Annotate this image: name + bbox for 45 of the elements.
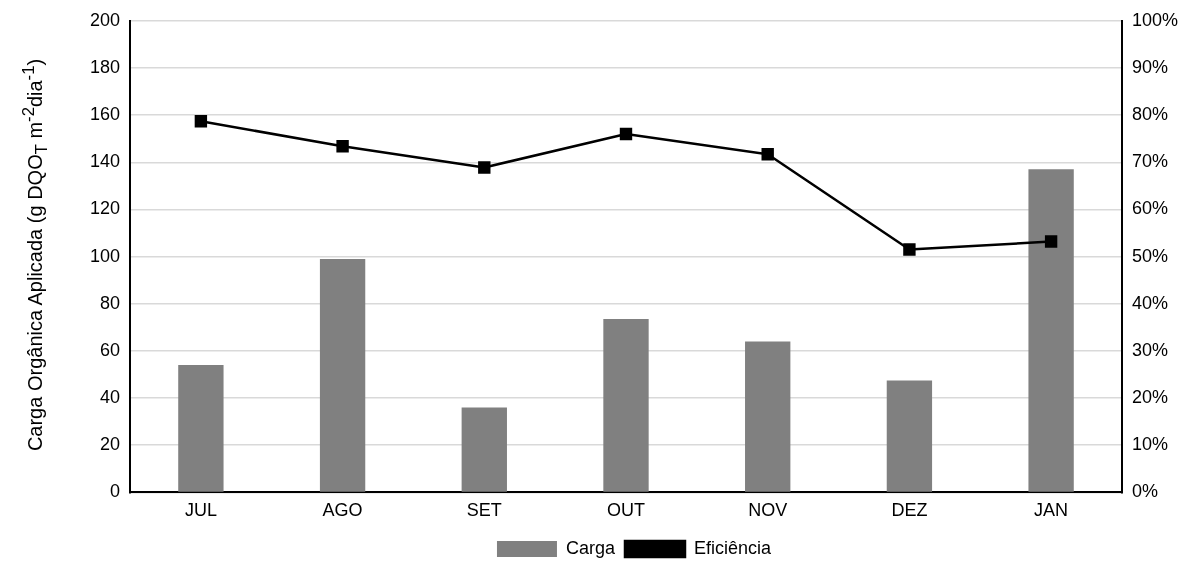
- point: [1044, 235, 1058, 248]
- legend-label: Eficiência: [693, 537, 773, 558]
- y-tick-label: 200: [89, 9, 121, 30]
- bar: [461, 407, 507, 492]
- y-tick-label: 60: [100, 339, 121, 360]
- y-tick-label: 20: [100, 434, 121, 455]
- y-tick-label: 80: [100, 292, 121, 313]
- y-tick-label: 100: [89, 245, 121, 266]
- x-tick-label: JAN: [1034, 500, 1069, 521]
- point: [194, 115, 208, 128]
- point: [619, 127, 633, 141]
- y2-tick-label: 40%: [1131, 292, 1168, 313]
- y2-tick-label: 0%: [1131, 481, 1158, 502]
- y-tick-label: 40: [100, 387, 121, 408]
- y2-tick-label: 10%: [1131, 434, 1168, 455]
- y-tick-label: 140: [89, 151, 121, 172]
- point: [761, 148, 774, 161]
- x-tick-label: JUL: [184, 500, 217, 521]
- x-tick-label: NOV: [748, 500, 788, 521]
- y-tick-label: 0: [110, 481, 121, 502]
- point: [478, 161, 491, 174]
- y2-tick-label: 20%: [1131, 387, 1168, 408]
- point: [336, 140, 349, 153]
- x-tick-label: OUT: [607, 500, 645, 521]
- x-tick-label: DEZ: [891, 500, 928, 521]
- y2-tick-label: 60%: [1131, 198, 1168, 219]
- bar: [603, 319, 649, 492]
- x-tick-label: SET: [466, 500, 502, 521]
- y2-tick-label: 50%: [1131, 245, 1168, 266]
- bar: [886, 380, 933, 492]
- bar: [745, 341, 791, 492]
- bar: [319, 258, 366, 492]
- legend-label: Carga: [565, 537, 616, 558]
- bar: [178, 365, 224, 492]
- y2-tick-label: 30%: [1131, 339, 1168, 360]
- y2-tick-label: 70%: [1131, 151, 1168, 172]
- y2-tick-label: 90%: [1131, 56, 1168, 77]
- y2-tick-label: 80%: [1131, 104, 1168, 125]
- y-tick-label: 120: [89, 198, 121, 219]
- bar: [1028, 169, 1074, 492]
- y-tick-label: 180: [89, 56, 121, 77]
- point: [903, 243, 916, 256]
- x-tick-label: AGO: [322, 500, 363, 521]
- y-tick-label: 160: [89, 104, 121, 125]
- y2-tick-label: 100%: [1131, 9, 1179, 30]
